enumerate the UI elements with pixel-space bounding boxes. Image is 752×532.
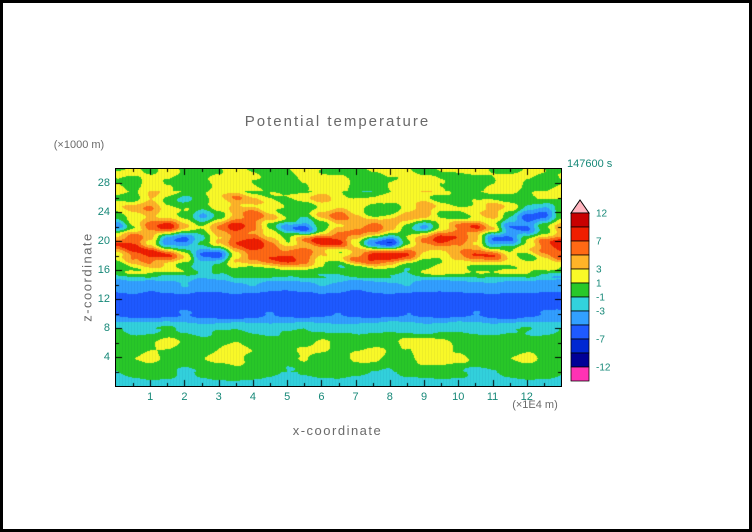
y-axis-title: z-coordinate — [79, 232, 95, 322]
x-axis-title: x-coordinate — [292, 423, 383, 438]
heatmap-canvas — [116, 169, 561, 386]
plot-area — [115, 168, 562, 387]
x-tick-label: 4 — [249, 391, 256, 403]
colorbar-box — [570, 212, 590, 228]
colorbar-box — [570, 296, 590, 312]
y-tick-label: 8 — [103, 322, 110, 335]
colorbar-box — [570, 282, 590, 298]
y-axis-unit-label: (×1000 m) — [53, 139, 105, 151]
x-tick-label: 1 — [147, 391, 154, 403]
x-tick-label: 3 — [215, 391, 222, 403]
x-tick-label: 10 — [452, 391, 465, 403]
colorbar-box — [570, 226, 590, 242]
x-axis-unit-label: (×1E4 m) — [512, 399, 558, 411]
y-tick-label: 24 — [97, 206, 110, 219]
colorbar-label: -3 — [596, 307, 605, 318]
colorbar-box — [570, 366, 590, 382]
colorbar-label: -7 — [596, 335, 605, 346]
x-tick-label: 7 — [352, 391, 359, 403]
y-tick-label: 28 — [97, 177, 110, 190]
colorbar-label: 1 — [596, 279, 602, 290]
x-tick-label: 2 — [181, 391, 188, 403]
colorbar-box — [570, 240, 590, 256]
y-tick-label: 4 — [103, 351, 110, 364]
x-tick-label: 11 — [486, 391, 499, 403]
colorbar-box — [570, 338, 590, 354]
colorbar-arrow — [570, 199, 590, 214]
colorbar-label: -12 — [596, 363, 611, 374]
colorbar: 12 7 3 1 -1 -3 -7 -12 — [570, 199, 611, 382]
colorbar-box — [570, 324, 590, 340]
colorbar-box — [570, 310, 590, 326]
y-tick-label: 12 — [97, 293, 110, 306]
timestamp-label: 147600 s — [567, 158, 613, 170]
colorbar-box — [570, 268, 590, 284]
x-tick-label: 6 — [318, 391, 325, 403]
y-tick-label: 20 — [97, 235, 110, 248]
y-tick-label: 16 — [97, 264, 110, 277]
colorbar-label: -1 — [596, 293, 605, 304]
chart-title: Potential temperature — [244, 113, 431, 130]
x-tick-label: 12 — [520, 391, 533, 403]
x-tick-label: 5 — [284, 391, 291, 403]
colorbar-label: 3 — [596, 265, 602, 276]
colorbar-box — [570, 254, 590, 270]
colorbar-label: 12 — [596, 209, 608, 220]
colorbar-label: 7 — [596, 237, 602, 248]
x-tick-label: 8 — [386, 391, 393, 403]
colorbar-box — [570, 352, 590, 368]
x-tick-label: 9 — [421, 391, 428, 403]
